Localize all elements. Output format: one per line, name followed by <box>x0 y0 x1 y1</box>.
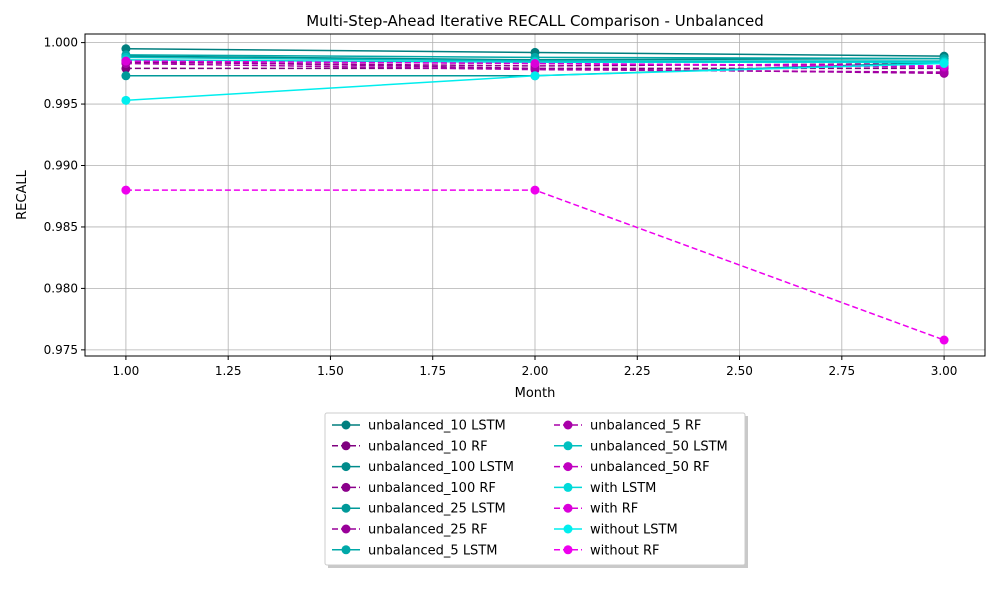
y-tick-label: 1.000 <box>44 36 78 50</box>
data-point <box>530 58 540 68</box>
legend: unbalanced_10 LSTM unbalanced_10 RF unbala… <box>324 412 748 568</box>
legend-label: unbalanced_25 LSTM <box>368 502 506 517</box>
data-point <box>121 71 131 81</box>
legend-label: unbalanced_50 RF <box>590 460 710 475</box>
legend-label: unbalanced_100 RF <box>368 481 496 496</box>
data-point <box>121 185 131 195</box>
y-axis-label: RECALL <box>15 169 30 219</box>
legend-label: with LSTM <box>590 481 656 496</box>
legend-item: unbalanced_25 LSTM <box>332 502 506 517</box>
legend-item: unbalanced_50 LSTM <box>554 439 728 454</box>
data-point <box>530 185 540 195</box>
legend-label: unbalanced_10 LSTM <box>368 419 506 434</box>
y-tick-label: 0.975 <box>44 343 78 357</box>
x-tick-label: 1.50 <box>317 364 344 378</box>
series-layer <box>121 44 949 345</box>
grid <box>85 34 985 356</box>
x-tick-label: 2.25 <box>624 364 651 378</box>
data-point <box>939 58 949 68</box>
legend-label: unbalanced_25 RF <box>368 523 488 538</box>
legend-item: without LSTM <box>554 523 678 538</box>
x-tick-label: 1.00 <box>113 364 140 378</box>
series-without-rf <box>121 185 949 345</box>
legend-label: with RF <box>590 502 638 517</box>
legend-marker <box>341 420 351 430</box>
legend-item: unbalanced_5 RF <box>554 419 701 434</box>
legend-label: unbalanced_5 RF <box>590 419 701 434</box>
legend-marker <box>563 482 573 492</box>
x-tick-label: 2.75 <box>828 364 855 378</box>
legend-label: unbalanced_100 LSTM <box>368 460 514 475</box>
x-tick-label: 3.00 <box>931 364 958 378</box>
legend-marker <box>563 524 573 534</box>
legend-item: unbalanced_100 LSTM <box>332 460 514 475</box>
legend-item: unbalanced_5 LSTM <box>332 543 497 558</box>
series-without-lstm <box>121 58 949 105</box>
x-tick-label: 1.25 <box>215 364 242 378</box>
legend-marker <box>563 420 573 430</box>
legend-item: with RF <box>554 502 638 517</box>
legend-marker <box>341 441 351 451</box>
legend-marker <box>341 524 351 534</box>
y-tick-label: 0.995 <box>44 97 78 111</box>
legend-marker <box>341 482 351 492</box>
data-point <box>121 56 131 66</box>
legend-label: unbalanced_10 RF <box>368 439 488 454</box>
legend-marker <box>563 441 573 451</box>
legend-marker <box>341 545 351 555</box>
y-tick-label: 0.990 <box>44 159 78 173</box>
x-axis-label: Month <box>515 386 556 401</box>
y-axis-ticks: 0.975 0.980 0.985 0.990 0.995 1.000 <box>44 36 85 357</box>
chart-title: Multi-Step-Ahead Iterative RECALL Compar… <box>306 12 764 30</box>
legend-item: unbalanced_10 RF <box>332 439 488 454</box>
x-tick-label: 1.75 <box>419 364 446 378</box>
data-point <box>939 335 949 345</box>
legend-item: unbalanced_100 RF <box>332 481 496 496</box>
x-tick-label: 2.50 <box>726 364 753 378</box>
legend-item: unbalanced_50 RF <box>554 460 710 475</box>
legend-label: unbalanced_50 LSTM <box>590 439 728 454</box>
x-axis-ticks: 1.00 1.25 1.50 1.75 2.00 2.25 2.50 2.75 3.00 <box>113 356 958 378</box>
legend-label: without LSTM <box>590 523 678 538</box>
x-tick-label: 2.00 <box>522 364 549 378</box>
legend-marker <box>341 462 351 472</box>
legend-marker <box>563 462 573 472</box>
data-point <box>530 71 540 81</box>
y-tick-label: 0.985 <box>44 220 78 234</box>
legend-item: unbalanced_25 RF <box>332 523 488 538</box>
legend-item: with LSTM <box>554 481 656 496</box>
data-point <box>121 95 131 105</box>
legend-marker <box>341 503 351 513</box>
legend-item: without RF <box>554 543 660 558</box>
legend-label: without RF <box>590 543 660 558</box>
legend-marker <box>563 545 573 555</box>
legend-label: unbalanced_5 LSTM <box>368 543 497 558</box>
legend-marker <box>563 503 573 513</box>
y-tick-label: 0.980 <box>44 281 78 295</box>
legend-item: unbalanced_10 LSTM <box>332 419 506 434</box>
